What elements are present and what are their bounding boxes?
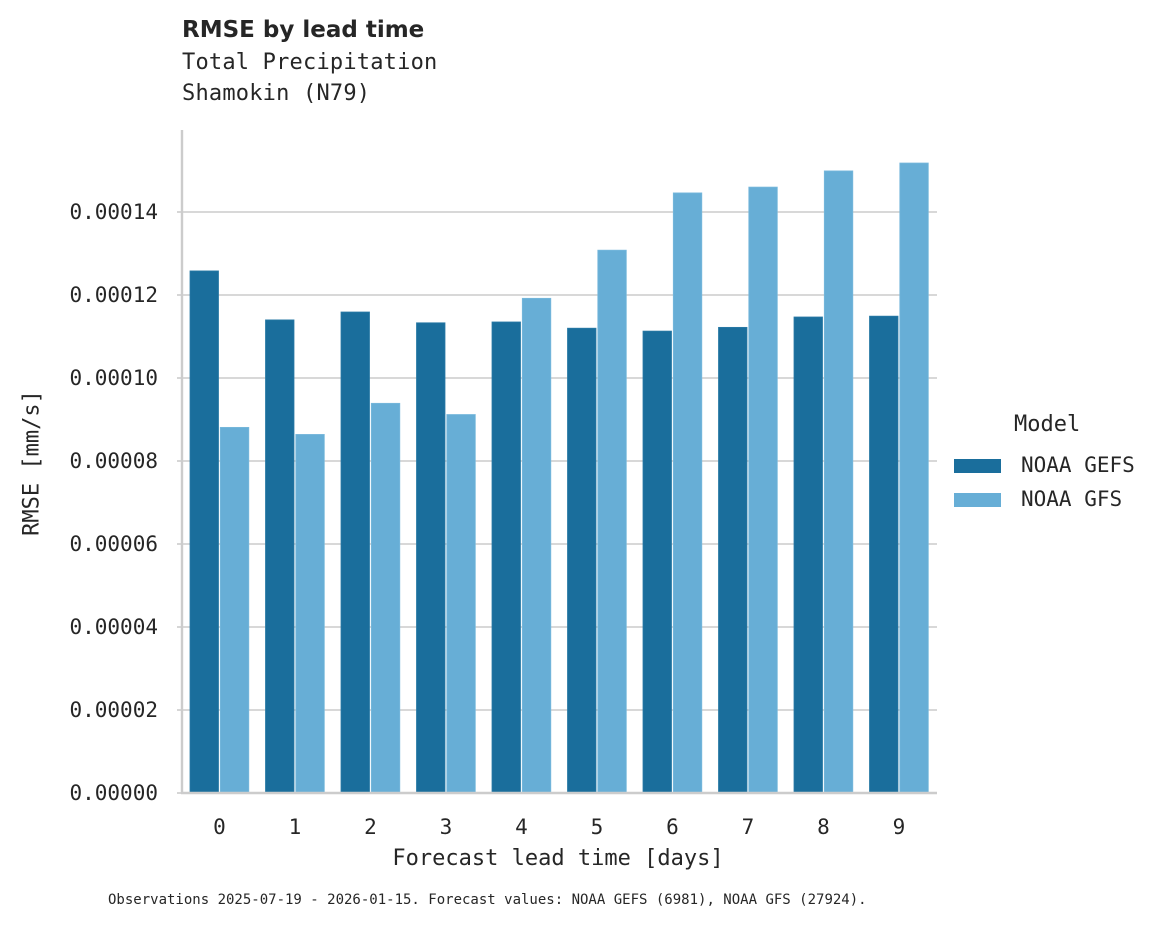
y-tick-labels: 0.00000 0.00002 0.00004 0.00006 0.00008 0.000… bbox=[69, 200, 158, 805]
x-tick-label: 3 bbox=[440, 815, 453, 839]
y-tick-label: 0.00000 bbox=[69, 781, 158, 805]
bar-gfs bbox=[597, 249, 627, 794]
bar-gefs bbox=[416, 322, 446, 794]
bar-gfs bbox=[899, 162, 929, 794]
bar-gefs bbox=[265, 319, 295, 794]
x-tick-label: 6 bbox=[666, 815, 679, 839]
y-axis-label: RMSE [mm/s] bbox=[19, 390, 45, 536]
x-tick-label: 8 bbox=[817, 815, 830, 839]
bar-gefs bbox=[491, 321, 521, 794]
x-tick-label: 2 bbox=[364, 815, 377, 839]
footer-note: Observations 2025-07-19 - 2026-01-15. Fo… bbox=[108, 892, 867, 908]
chart-subtitle-station: Shamokin (N79) bbox=[182, 81, 371, 106]
y-tick-label: 0.00002 bbox=[69, 698, 158, 722]
x-tick-label: 4 bbox=[515, 815, 528, 839]
bar-gfs bbox=[219, 426, 250, 794]
bar-gefs bbox=[869, 315, 899, 794]
y-tick-label: 0.00014 bbox=[69, 200, 158, 224]
y-tick-label: 0.00004 bbox=[69, 615, 158, 639]
legend-label-gfs: NOAA GFS bbox=[1021, 487, 1123, 511]
bar-gfs bbox=[748, 186, 778, 794]
x-tick-label: 9 bbox=[893, 815, 906, 839]
bar-gfs bbox=[446, 414, 476, 794]
bar-gfs bbox=[295, 434, 325, 794]
legend-swatch-gefs bbox=[954, 459, 1001, 473]
x-tick-label: 7 bbox=[742, 815, 755, 839]
legend-swatch-gfs bbox=[954, 493, 1001, 507]
y-tick-label: 0.00012 bbox=[69, 283, 158, 307]
y-tick-label: 0.00006 bbox=[69, 532, 158, 556]
x-tick-labels: 0 1 2 3 4 5 6 7 8 9 bbox=[213, 815, 905, 839]
y-tick-label: 0.00008 bbox=[69, 449, 158, 473]
bar-gefs bbox=[340, 311, 370, 794]
x-axis-label: Forecast lead time [days] bbox=[392, 846, 724, 871]
bar-gefs bbox=[793, 316, 823, 794]
bar-gefs bbox=[567, 327, 597, 794]
gridlines bbox=[182, 211, 937, 711]
axes bbox=[177, 130, 937, 795]
bar-gefs bbox=[642, 330, 672, 794]
bar-gfs bbox=[823, 170, 854, 794]
legend-label-gefs: NOAA GEFS bbox=[1021, 453, 1135, 477]
x-tick-label: 5 bbox=[591, 815, 604, 839]
bar-gefs bbox=[718, 326, 748, 794]
bar-gfs bbox=[521, 297, 552, 794]
bar-gefs bbox=[189, 270, 219, 794]
chart-title: RMSE by lead time bbox=[182, 17, 425, 43]
bar-gfs bbox=[672, 192, 703, 794]
x-tick-label: 1 bbox=[289, 815, 302, 839]
y-tick-label: 0.00010 bbox=[69, 366, 158, 390]
bars bbox=[189, 162, 929, 794]
bar-gfs bbox=[370, 402, 401, 794]
chart-subtitle-variable: Total Precipitation bbox=[182, 50, 438, 75]
x-tick-label: 0 bbox=[213, 815, 226, 839]
legend-title: Model bbox=[1014, 412, 1081, 437]
